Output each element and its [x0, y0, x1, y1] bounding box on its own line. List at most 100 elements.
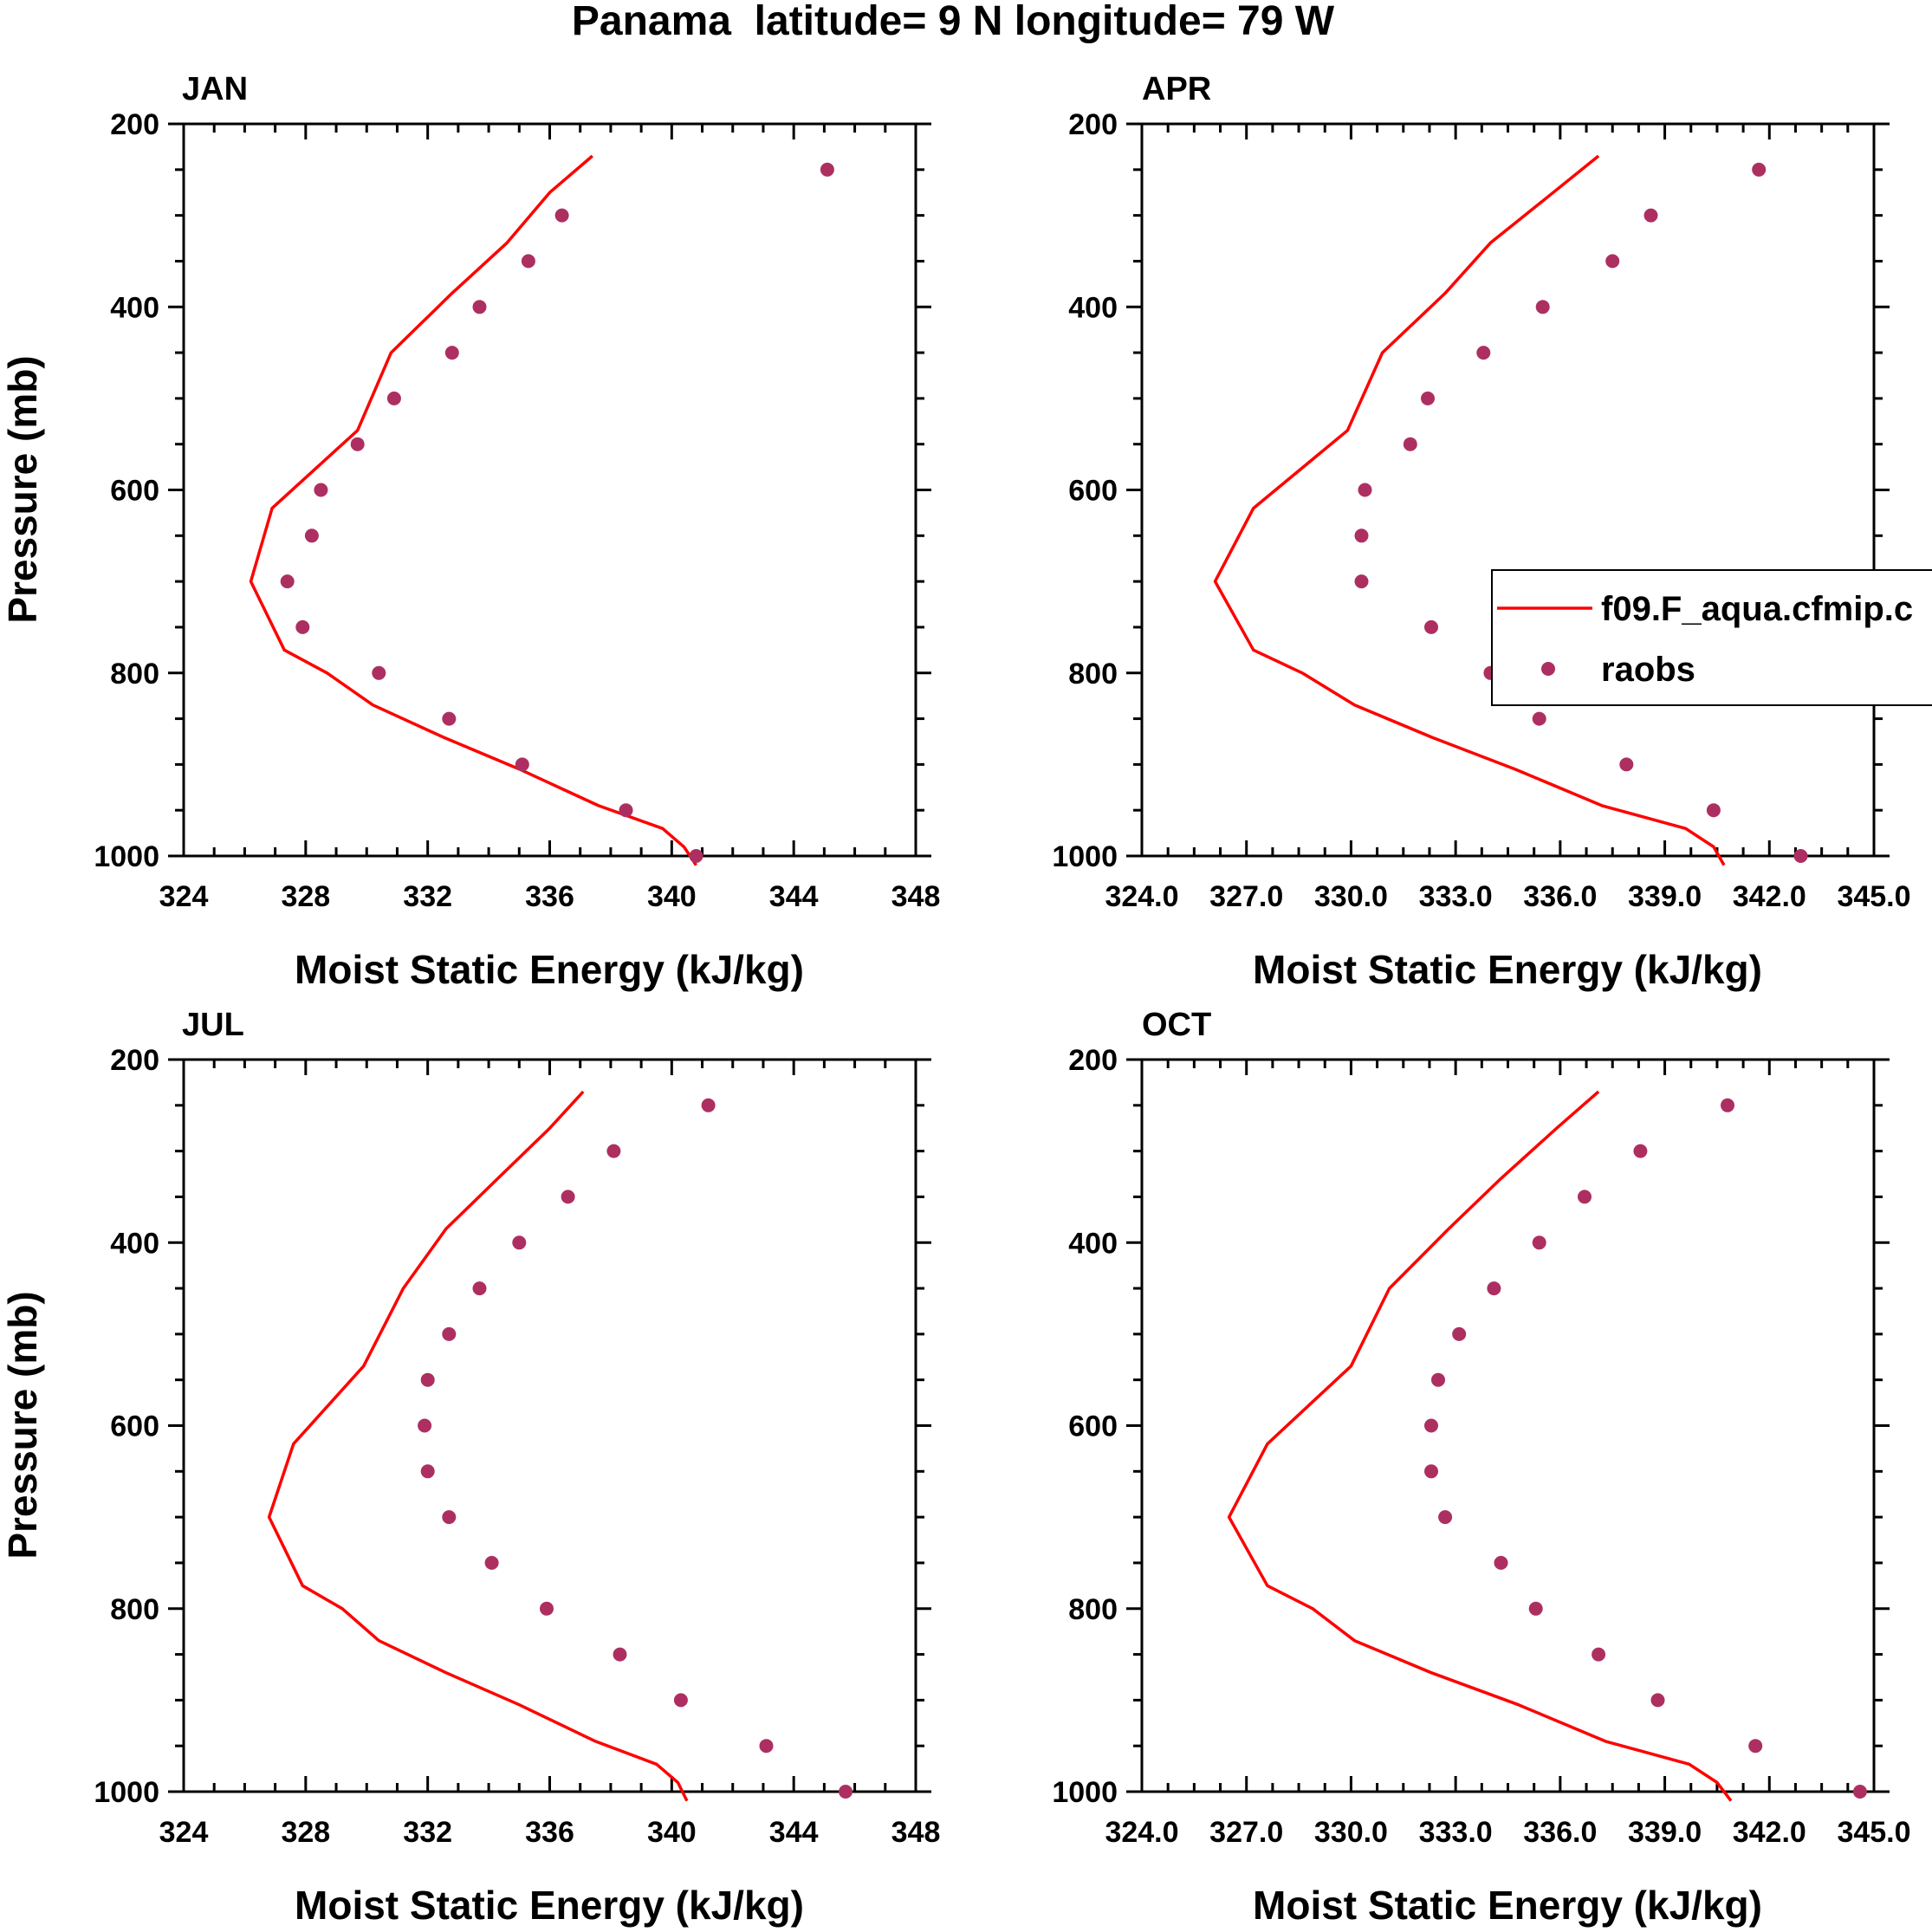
- panel-label-apr: APR: [1142, 71, 1211, 107]
- obs-point: [386, 391, 401, 405]
- x-tick-label: 333.0: [1419, 1816, 1493, 1849]
- panel-oct: OCT 324.0 327.0 330.0 333.0 336.0 339.0 342.0 3…: [1052, 1007, 1910, 1928]
- obs-point: [606, 1144, 621, 1158]
- legend-model-label: f09.F_aqua.cfmip.c: [1601, 590, 1913, 628]
- x-tick-label: 324.0: [1105, 880, 1178, 913]
- x-tick-label: 348: [891, 1816, 941, 1849]
- panel-label-oct: OCT: [1142, 1007, 1211, 1043]
- y-tick-label: 400: [1068, 291, 1118, 324]
- y-tick-label: 600: [1068, 475, 1118, 508]
- obs-point: [1619, 757, 1634, 772]
- obs-point: [442, 711, 457, 726]
- model-line-oct: [1227, 1090, 1733, 1802]
- obs-point: [561, 1190, 575, 1204]
- obs-point: [619, 803, 633, 818]
- obs-points-jan: [280, 162, 834, 863]
- obs-point: [350, 437, 365, 451]
- x-tick-label: 333.0: [1419, 880, 1493, 913]
- obs-point: [1424, 1418, 1438, 1433]
- obs-point: [1438, 1510, 1453, 1525]
- y-tick-label: 600: [110, 1410, 159, 1443]
- obs-point: [418, 1418, 432, 1433]
- x-tick-label: 336.0: [1523, 880, 1597, 913]
- obs-point: [1752, 162, 1767, 177]
- obs-point: [759, 1739, 774, 1754]
- obs-point: [304, 528, 319, 543]
- obs-point: [1494, 1555, 1508, 1570]
- y-tick-label: 800: [1068, 1593, 1118, 1626]
- obs-point: [1452, 1326, 1467, 1341]
- x-ticks-apr: 324.0 327.0 330.0 333.0 336.0 339.0 342.0 345.0: [1105, 124, 1911, 913]
- x-tick-label: 345.0: [1837, 880, 1910, 913]
- x-tick-label: 336.0: [1523, 1816, 1597, 1849]
- y-tick-label: 1000: [94, 1776, 159, 1809]
- legend-obs-label: raobs: [1601, 651, 1695, 689]
- obs-points-oct: [1424, 1098, 1867, 1799]
- obs-point: [280, 574, 295, 589]
- obs-point: [1424, 619, 1438, 634]
- x-tick-label: 345.0: [1837, 1816, 1910, 1849]
- x-ticks-jul: 324 328 332 336 340 344 348: [159, 1060, 941, 1849]
- x-tick-label: 340: [647, 880, 697, 913]
- obs-point: [1578, 1190, 1592, 1204]
- x-axis-label-oct: Moist Static Energy (kJ/kg): [1253, 1883, 1762, 1928]
- obs-point: [820, 162, 834, 177]
- x-tick-label: 348: [891, 880, 941, 913]
- obs-point: [512, 1235, 527, 1250]
- y-tick-label: 800: [110, 1593, 159, 1626]
- obs-point: [613, 1647, 627, 1662]
- obs-point: [420, 1464, 435, 1479]
- y-tick-label: 800: [110, 658, 159, 690]
- obs-point: [1476, 346, 1491, 360]
- obs-point: [1748, 1739, 1763, 1754]
- obs-point: [442, 1510, 457, 1525]
- x-tick-label: 344: [769, 880, 819, 913]
- obs-point: [1528, 1601, 1543, 1616]
- obs-point: [1592, 1647, 1606, 1662]
- legend: f09.F_aqua.cfmip.c raobs: [1491, 569, 1932, 706]
- obs-point: [673, 1693, 688, 1708]
- y-axis-label-jan: Pressure (mb): [0, 355, 45, 623]
- y-tick-label: 1000: [94, 840, 159, 873]
- y-tick-label: 800: [1068, 658, 1118, 690]
- x-tick-label: 324.0: [1105, 1816, 1178, 1849]
- x-axis-label-jul: Moist Static Energy (kJ/kg): [295, 1883, 804, 1928]
- x-tick-label: 339.0: [1628, 880, 1702, 913]
- obs-point: [1532, 1235, 1546, 1250]
- obs-points-apr: [1354, 162, 1808, 863]
- y-tick-label: 400: [110, 291, 159, 324]
- obs-point: [554, 208, 569, 223]
- x-tick-label: 330.0: [1314, 880, 1388, 913]
- x-ticks-jan: 324 328 332 336 340 344 348: [159, 124, 941, 913]
- obs-point: [1354, 528, 1369, 543]
- x-tick-label: 342.0: [1733, 1816, 1806, 1849]
- obs-point: [1643, 208, 1658, 223]
- model-line-jan: [249, 154, 697, 866]
- legend-obs-swatch: [1541, 662, 1555, 676]
- plot-frame-oct: [1140, 1058, 1876, 1793]
- obs-point: [701, 1098, 716, 1112]
- x-tick-label: 327.0: [1209, 1816, 1283, 1849]
- plot-frame-apr: [1140, 122, 1876, 858]
- y-tick-label: 1000: [1052, 840, 1118, 873]
- x-tick-label: 336: [525, 1816, 574, 1849]
- y-axis-label-jul: Pressure (mb): [0, 1291, 45, 1559]
- obs-point: [1421, 391, 1435, 405]
- panel-jul: JUL 324 328 332 336 340 344 348 200 400 600 800 10…: [0, 1007, 940, 1928]
- panel-label-jul: JUL: [182, 1007, 244, 1043]
- obs-point: [1424, 1464, 1438, 1479]
- obs-point: [314, 483, 328, 497]
- y-tick-label: 200: [110, 1044, 159, 1077]
- x-ticks-oct: 324.0 327.0 330.0 333.0 336.0 339.0 342.0 345.0: [1105, 1060, 1911, 1849]
- x-axis-label-jan: Moist Static Energy (kJ/kg): [295, 947, 804, 992]
- x-tick-label: 324: [159, 1816, 209, 1849]
- obs-point: [472, 300, 487, 314]
- x-tick-label: 324: [159, 880, 209, 913]
- obs-point: [1852, 1785, 1867, 1799]
- x-tick-label: 336: [525, 880, 574, 913]
- y-tick-label: 600: [110, 475, 159, 508]
- model-line-jul: [267, 1090, 689, 1802]
- x-tick-label: 339.0: [1628, 1816, 1702, 1849]
- y-tick-label: 400: [1068, 1227, 1118, 1260]
